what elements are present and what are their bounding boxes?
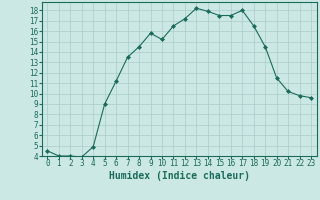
X-axis label: Humidex (Indice chaleur): Humidex (Indice chaleur) [109,171,250,181]
